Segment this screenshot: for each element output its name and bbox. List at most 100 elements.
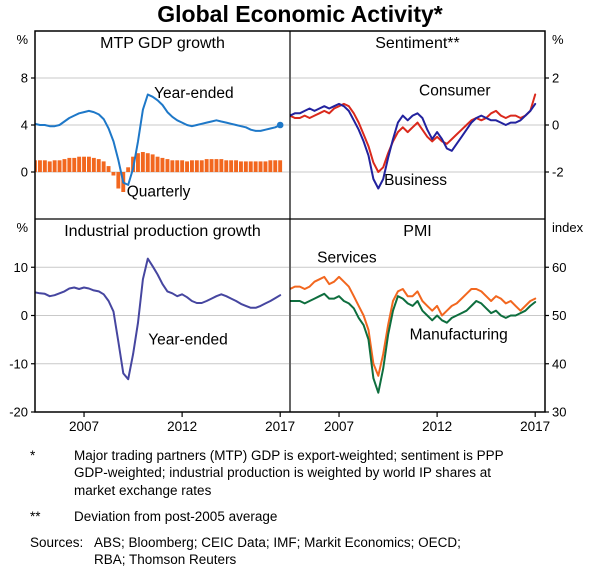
panel-title-mtp-gdp-growth: MTP GDP growth bbox=[100, 35, 225, 52]
bar-quarterly bbox=[234, 160, 238, 173]
series-label-services: Services bbox=[317, 249, 377, 266]
bar-quarterly bbox=[229, 160, 234, 173]
bar-quarterly bbox=[96, 159, 101, 172]
panel-industrial-production-growth: -20 -10 0 10% 2007 2012 2017 Year-ended Industri… bbox=[9, 220, 295, 434]
bar-quarterly bbox=[62, 159, 67, 172]
bar-quarterly bbox=[214, 159, 219, 172]
bar-quarterly bbox=[67, 157, 72, 172]
bar-quarterly bbox=[199, 160, 204, 173]
y-tick-label: 0 bbox=[21, 165, 28, 180]
bar-quarterly bbox=[126, 167, 131, 172]
bar-quarterly bbox=[87, 156, 91, 172]
sources-text: ABS; Bloomberg; CEIC Data; IMF; Markit E… bbox=[94, 535, 461, 568]
panel-sentiment: -2 0 2% Consumer Business Sentiment** bbox=[290, 32, 564, 190]
bar-quarterly bbox=[258, 161, 263, 172]
bar-quarterly bbox=[253, 161, 258, 172]
y-tick-label: 10 bbox=[14, 260, 28, 275]
bar-quarterly bbox=[273, 160, 278, 173]
footnote-text: Major trading partners (MTP) GDP is expo… bbox=[74, 448, 504, 498]
axis-unit-label: % bbox=[16, 32, 28, 47]
bar-quarterly bbox=[38, 160, 42, 173]
bar-quarterly bbox=[101, 161, 106, 172]
sources: Sources: ABS; Bloomberg; CEIC Data; IMF;… bbox=[30, 534, 594, 569]
footnote-text: Deviation from post-2005 average bbox=[74, 508, 278, 524]
bar-quarterly bbox=[224, 160, 229, 173]
bar-quarterly bbox=[170, 160, 175, 173]
bar-quarterly bbox=[160, 157, 165, 172]
bar-quarterly bbox=[140, 152, 145, 172]
x-tick-label: 2017 bbox=[265, 419, 295, 434]
panel-pmi: 30 40 50 60 index 2007 2012 2017 Services Manufac… bbox=[290, 220, 584, 434]
footnotes: * Major trading partners (MTP) GDP is ex… bbox=[30, 447, 594, 572]
footnote: ** Deviation from post-2005 average bbox=[30, 508, 594, 525]
bar-quarterly bbox=[42, 160, 47, 173]
panel-mtp-gdp-growth: 0 4 8% Quarterly Year-ended MTP GDP growth bbox=[16, 32, 289, 201]
footnote-marker: ** bbox=[30, 508, 41, 524]
bar-quarterly bbox=[204, 159, 209, 172]
bar-quarterly bbox=[243, 161, 248, 172]
bar-quarterly bbox=[165, 159, 170, 172]
series-end-dot bbox=[276, 121, 284, 129]
bar-quarterly bbox=[194, 160, 199, 173]
bar-quarterly bbox=[209, 159, 214, 172]
bar-quarterly bbox=[150, 154, 155, 172]
bar-quarterly bbox=[180, 160, 185, 173]
panel-title-pmi: PMI bbox=[403, 223, 431, 240]
sources-label: Sources: bbox=[30, 535, 84, 551]
y-tick-label: 40 bbox=[552, 356, 566, 371]
y-tick-label: 0 bbox=[552, 118, 559, 133]
series-line-services bbox=[290, 275, 537, 377]
footnote: * Major trading partners (MTP) GDP is ex… bbox=[30, 447, 594, 499]
bar-quarterly bbox=[91, 157, 96, 172]
y-tick-label: 8 bbox=[21, 71, 28, 86]
bar-quarterly bbox=[239, 161, 243, 172]
bar-quarterly bbox=[145, 153, 150, 172]
series-line-manufacturing bbox=[290, 292, 537, 394]
y-tick-label: 0 bbox=[21, 308, 28, 323]
series-label-year-ended: Year-ended bbox=[154, 85, 234, 102]
bar-quarterly bbox=[185, 161, 189, 172]
x-tick-label: 2012 bbox=[422, 419, 452, 434]
bar-quarterly bbox=[52, 160, 57, 173]
series-label-consumer: Consumer bbox=[419, 83, 491, 100]
series-label-business: Business bbox=[384, 172, 447, 189]
x-tick-label: 2007 bbox=[69, 419, 99, 434]
y-tick-label: -10 bbox=[9, 356, 28, 371]
series-label-quarterly: Quarterly bbox=[127, 184, 191, 201]
bar-quarterly bbox=[72, 157, 77, 172]
y-tick-label: 50 bbox=[552, 308, 566, 323]
bar-quarterly bbox=[136, 153, 140, 172]
x-tick-label: 2017 bbox=[520, 419, 550, 434]
bar-quarterly bbox=[278, 160, 283, 173]
bar-quarterly bbox=[106, 166, 111, 172]
panel-title-industrial-production-growth: Industrial production growth bbox=[64, 223, 261, 240]
footnote-marker: * bbox=[30, 448, 36, 463]
bar-quarterly bbox=[57, 160, 62, 173]
series-label-manufacturing: Manufacturing bbox=[410, 327, 508, 344]
panel-title-sentiment: Sentiment** bbox=[375, 35, 460, 52]
x-tick-label: 2012 bbox=[167, 419, 197, 434]
y-tick-label: 4 bbox=[21, 118, 28, 133]
bar-quarterly bbox=[263, 161, 268, 172]
bar-quarterly bbox=[77, 156, 82, 172]
y-tick-label: 60 bbox=[552, 260, 566, 275]
bar-quarterly bbox=[47, 161, 52, 172]
bar-quarterly bbox=[268, 160, 273, 173]
series-line-year-ended bbox=[35, 93, 282, 186]
bar-quarterly bbox=[116, 172, 121, 189]
series-label-year-ended: Year-ended bbox=[148, 331, 228, 348]
bar-quarterly bbox=[219, 159, 224, 172]
axis-unit-label: % bbox=[16, 220, 28, 235]
x-tick-label: 2007 bbox=[324, 419, 354, 434]
bar-quarterly bbox=[82, 156, 86, 172]
axis-unit-label: index bbox=[552, 220, 584, 235]
y-tick-label: -20 bbox=[9, 405, 28, 420]
bar-quarterly bbox=[248, 161, 253, 172]
bar-quarterly bbox=[175, 160, 180, 173]
y-tick-label: -2 bbox=[552, 165, 564, 180]
axis-unit-label: % bbox=[552, 32, 564, 47]
y-tick-label: 2 bbox=[552, 71, 559, 86]
bar-quarterly bbox=[155, 156, 160, 172]
series-line-business bbox=[290, 102, 537, 190]
